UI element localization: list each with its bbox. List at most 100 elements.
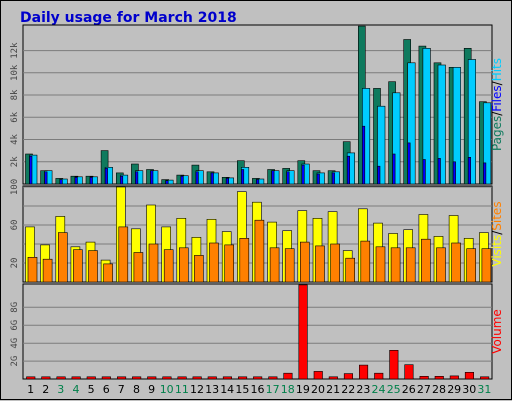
volume-bar [222,376,232,380]
volume-bar [268,376,278,380]
hits-bar [392,92,401,185]
x-tick-label: 23 [356,383,370,396]
y-tick-label: 4G [10,338,20,349]
y-tick-label: 2G [10,356,20,367]
x-tick-label: 29 [447,383,461,396]
files-bar [361,125,366,185]
hits-bar [377,105,386,185]
files-bar [301,164,305,185]
x-tick-label: 18 [281,383,295,396]
y-tick-label: 8k [10,89,20,100]
plot-area-border [22,283,493,380]
x-tick-label: 31 [477,383,491,396]
sites-bar [390,247,401,283]
sites-bar [299,241,310,283]
sites-bar [57,232,68,283]
files-bar [422,159,426,185]
x-tick-label: 25 [387,383,401,396]
y-tick-label: 100 [10,179,20,195]
series-label-part: Sites [490,201,504,230]
x-tick-label: 3 [57,383,64,396]
files-bar [452,161,456,185]
files-bar [316,173,320,185]
y-tick-label: 20 [10,258,20,269]
x-tick-label: 22 [341,383,355,396]
y-tick-label: 6k [10,111,20,122]
visits-sites-label: Visits/Sites [490,201,504,266]
y-tick-label: 60 [10,220,20,231]
volume-bar [71,376,81,380]
sites-bar [375,246,386,283]
volume-bar [207,376,217,380]
x-tick-label: 2 [42,383,49,396]
x-tick-label: 6 [103,383,110,396]
files-bar [331,172,335,185]
sites-bar [42,258,53,283]
files-bar [29,155,33,185]
y-tick-label: 4k [10,134,20,145]
chart-panels: 2k4k6k8k10k12kPages/Files/Hits2060100Vis… [10,24,504,396]
x-tick-label: 12 [190,383,204,396]
sites-bar [284,248,295,283]
hits-bar [437,64,446,185]
volume-bar [253,376,263,380]
volume-bar [389,349,399,380]
volume-bar [26,376,36,380]
pages-files-hits-label: Pages/Files/Hits [490,58,504,151]
series-label-part: Files [490,85,504,111]
files-bar [467,157,472,185]
files-bar [483,162,487,185]
sites-bar [118,226,129,283]
volume-bar [86,376,96,380]
x-tick-label: 7 [118,383,125,396]
volume-bar [41,376,51,380]
series-label-part: Pages [490,116,504,151]
series-label-part: / [490,111,504,116]
x-tick-label: 26 [402,383,416,396]
series-label-part: Visits [490,235,504,267]
chart-title: Daily usage for March 2018 [20,10,237,26]
hits-bar [407,62,416,185]
volume-bar [298,284,308,380]
x-tick-label: 13 [205,383,219,396]
sites-bar [330,243,340,283]
hits-bar [467,59,477,185]
volume-bar [132,376,142,380]
hits-bar [483,102,492,185]
x-tick-label: 4 [73,383,80,396]
x-tick-label: 16 [251,383,265,396]
sites-bar [73,249,83,283]
x-tick-label: 27 [417,383,431,396]
sites-bar [179,247,189,283]
files-bar [286,171,290,185]
x-tick-label: 28 [432,383,446,396]
x-tick-label: 10 [160,383,174,396]
x-tick-label: 20 [311,383,325,396]
volume-bar [358,364,369,380]
sites-bar [224,244,234,283]
volume-bar [404,364,414,380]
y-tick-label: 8G [10,302,20,313]
volume-bar [419,375,429,380]
hits-bar [422,47,431,185]
volume-bar [117,376,127,380]
x-tick-label: 19 [296,383,310,396]
volume-bar [343,373,354,380]
volume-bar [238,376,248,380]
files-bar [120,175,124,185]
x-tick-label: 14 [220,383,234,396]
files-bar [59,179,63,185]
y-tick-label: 2k [10,156,20,167]
x-tick-label: 30 [462,383,476,396]
sites-bar [466,248,477,283]
y-tick-label: 10k [10,64,20,81]
sites-bar [148,243,159,283]
series-label-part: Hits [490,58,504,81]
series-label-part: / [490,230,504,235]
sites-bar [254,219,265,283]
files-bar [89,177,93,185]
sites-bar [133,252,144,283]
volume-bar [283,372,293,380]
sites-bar [481,248,492,283]
